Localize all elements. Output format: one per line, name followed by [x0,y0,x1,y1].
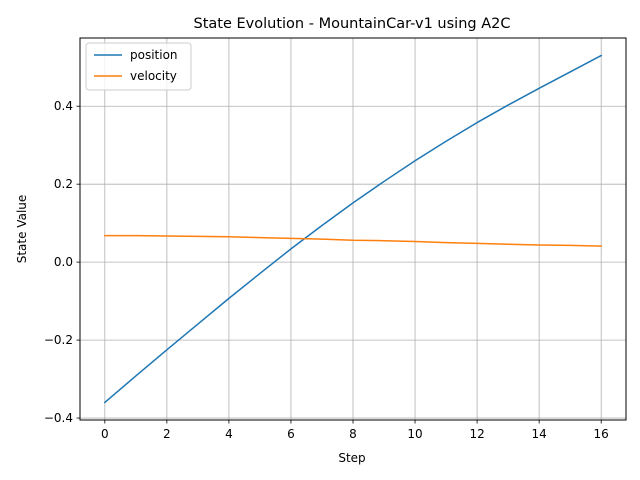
x-axis-ticks: 0 2 4 6 8 10 12 14 16 [101,420,609,441]
y-tick-label: −0.2 [44,333,73,347]
y-tick-label: −0.4 [44,411,73,425]
x-tick-label: 0 [101,427,109,441]
y-axis-label: State Value [15,195,29,264]
legend-label-velocity: velocity [130,69,177,83]
x-tick-label: 12 [469,427,484,441]
series-line-position [103,54,603,404]
x-tick-label: 8 [349,427,357,441]
y-tick-label: 0.0 [54,255,73,269]
x-tick-label: 4 [225,427,233,441]
x-axis-label: Step [338,451,365,465]
x-tick-label: 14 [531,427,546,441]
y-tick-label: 0.2 [54,177,73,191]
y-tick-label: 0.4 [54,99,73,113]
y-axis-ticks: −0.4 −0.2 0.0 0.2 0.4 [44,99,80,425]
legend-label-position: position [130,48,178,62]
x-tick-label: 6 [287,427,295,441]
x-tick-label: 16 [594,427,609,441]
x-tick-label: 10 [407,427,422,441]
x-tick-label: 2 [163,427,171,441]
series-layer [103,54,603,404]
grid-lines [80,38,626,420]
legend: position velocity [85,42,192,91]
series-line-velocity [104,234,602,247]
chart-title: State Evolution - MountainCar-v1 using A… [194,16,511,32]
